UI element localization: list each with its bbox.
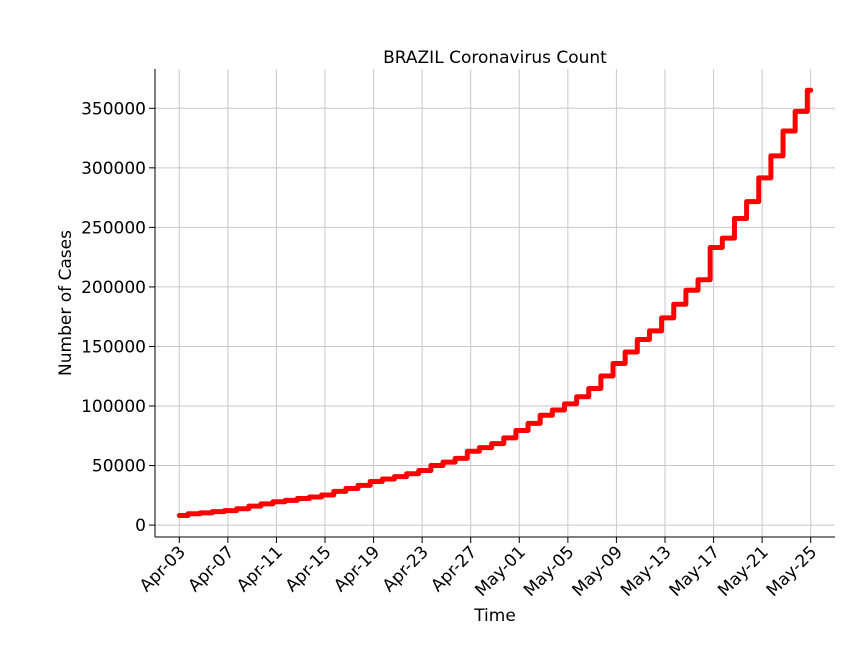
x-tick-label: May-01 [471,542,529,600]
x-tick-label: Apr-19 [330,542,384,596]
y-tick-label: 0 [135,516,146,536]
x-tick-label: Apr-03 [136,542,190,596]
x-axis-label: Time [473,606,516,626]
x-tick-label: May-09 [569,542,627,600]
x-tick-label: May-21 [714,542,772,600]
series-line [176,87,814,519]
x-tick-label: May-17 [666,542,724,600]
y-tick-label: 250000 [81,218,146,238]
x-tick-label: May-05 [520,542,578,600]
x-ticks: Apr-03Apr-07Apr-11Apr-15Apr-19Apr-23Apr-… [136,537,821,601]
grid [155,69,835,537]
chart-title: BRAZIL Coronavirus Count [383,48,607,68]
x-tick-label: May-25 [763,542,821,600]
x-tick-label: May-13 [617,542,675,600]
y-ticks: 0 50000 100000 150000 200000 250000 300000 3500… [81,99,155,536]
x-tick-label: Apr-11 [233,542,287,596]
y-axis-label: Number of Cases [56,230,76,376]
y-tick-label: 100000 [81,397,146,417]
y-tick-label: 200000 [81,278,146,298]
y-tick-label: 50000 [92,457,146,477]
x-tick-label: Apr-07 [185,542,239,596]
x-tick-label: Apr-15 [282,542,336,596]
y-tick-label: 150000 [81,337,146,357]
y-tick-label: 350000 [81,99,146,119]
y-tick-label: 300000 [81,159,146,179]
x-tick-label: Apr-23 [379,542,433,596]
